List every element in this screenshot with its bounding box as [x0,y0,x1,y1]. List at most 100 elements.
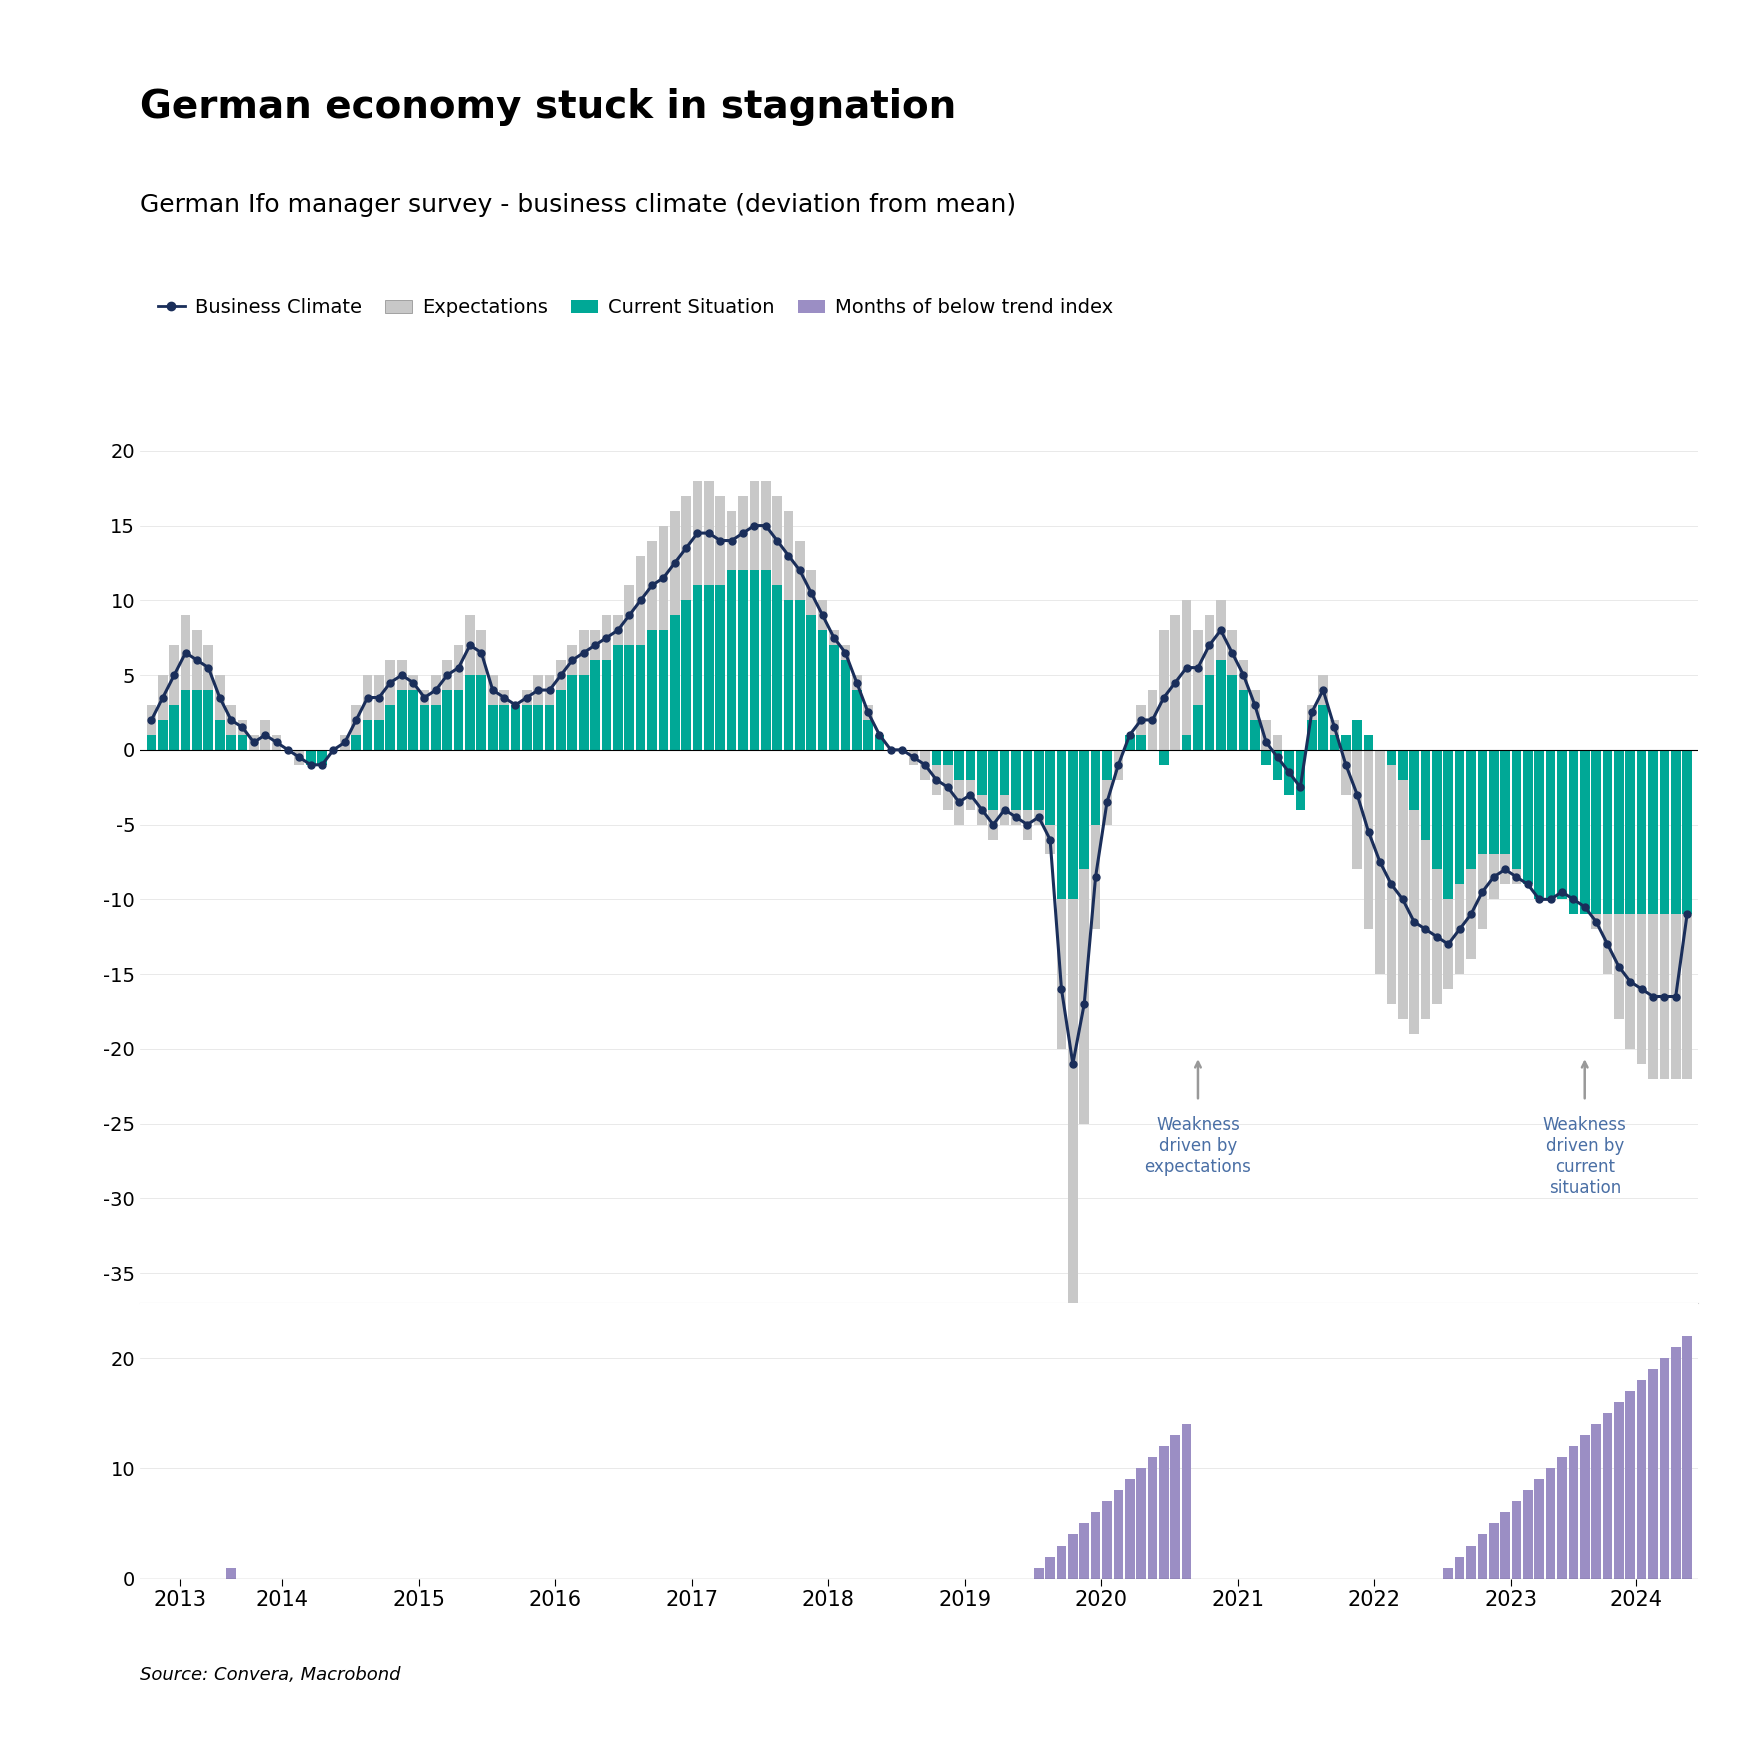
Bar [932,751,942,765]
Bar [534,675,543,751]
Bar [1501,1512,1509,1579]
Bar [863,705,874,751]
Bar [1033,751,1044,824]
Bar [693,586,702,751]
Bar [476,675,487,751]
Bar [853,675,861,751]
Bar [1124,1479,1135,1579]
Bar [1306,719,1317,751]
Bar [1478,751,1487,930]
Bar [1283,751,1294,795]
Bar [1375,751,1385,973]
Bar [1273,751,1282,781]
Bar [1683,751,1691,1079]
Bar [1625,751,1635,914]
Business Climate [744,516,765,537]
Bar [1182,735,1191,751]
Bar [1124,735,1135,751]
Bar [1033,751,1044,810]
Bar [613,645,623,751]
Bar [749,481,760,751]
Bar [1114,1491,1122,1579]
Bar [443,689,452,751]
Bar [1341,735,1350,751]
Bar [1648,751,1658,1079]
Bar [739,570,748,751]
Bar [739,496,748,751]
Bar [238,719,247,751]
Bar [1670,1347,1681,1579]
Bar [1205,675,1213,751]
Bar [636,645,646,751]
Bar [1136,1468,1145,1579]
Bar [147,705,156,751]
Text: German economy stuck in stagnation: German economy stuck in stagnation [140,88,956,126]
Bar [1637,1380,1646,1579]
Bar [1443,751,1453,989]
Bar [853,689,861,751]
Bar [1557,751,1567,900]
Bar [431,675,441,751]
Bar [1000,751,1009,824]
Bar [658,630,669,751]
Bar [1227,630,1236,751]
Bar [1205,616,1213,751]
Bar [1683,751,1691,914]
Bar [580,630,588,751]
Bar [681,496,692,751]
Bar [1091,751,1100,930]
Bar [193,630,201,751]
Bar [602,660,611,751]
Bar [1466,1545,1476,1579]
Bar [1648,1370,1658,1579]
Bar [454,645,464,751]
Bar [988,751,998,840]
Business Climate [1609,956,1630,977]
Bar [261,719,270,751]
Bar [1101,1501,1112,1579]
Bar [362,719,373,751]
Bar [1488,1524,1499,1579]
Business Climate [1404,912,1425,933]
Bar [965,751,975,810]
Bar [919,751,930,781]
Bar [1683,1337,1691,1579]
Bar [1079,751,1089,870]
Bar [1569,751,1578,914]
Bar [772,586,783,751]
Text: Weakness
driven by
current
situation: Weakness driven by current situation [1543,1116,1627,1196]
Bar [1136,705,1145,751]
Bar [1488,751,1499,900]
Bar [1397,751,1408,1019]
Bar [203,689,214,751]
Bar [1056,1545,1066,1579]
Bar [1614,751,1623,1019]
Bar [1352,751,1362,870]
Bar [499,705,510,751]
Bar [1182,1424,1191,1579]
Bar [795,540,805,751]
Bar [1602,751,1613,914]
Bar [1215,660,1226,751]
Bar [352,705,361,751]
Bar [1511,751,1522,870]
Bar [466,616,475,751]
Bar [1306,705,1317,751]
Bar [1056,751,1066,1049]
Bar [1192,630,1203,751]
Bar [1660,1358,1669,1579]
Bar [1341,751,1350,795]
Bar [1637,751,1646,914]
Bar [545,675,555,751]
Business Climate [322,740,343,761]
Bar [1296,751,1304,810]
Bar [1319,675,1327,751]
Bar [1170,616,1180,751]
Bar [215,719,224,751]
Bar [1546,1468,1555,1579]
Bar [1614,1401,1623,1579]
Bar [1432,751,1441,870]
Bar [1045,751,1054,824]
Text: Weakness
driven by
expectations: Weakness driven by expectations [1145,1116,1252,1175]
Bar [795,600,805,751]
